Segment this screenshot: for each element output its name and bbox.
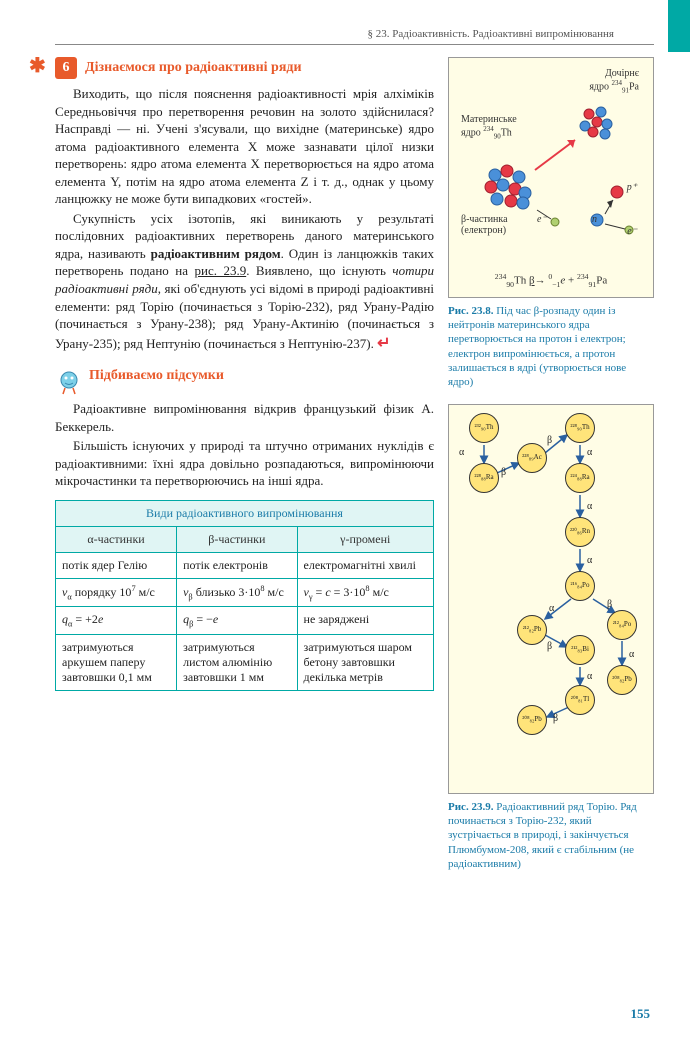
page-number: 155: [631, 1006, 651, 1022]
figure-238: Дочірнєядро 23491Pa Материнськеядро 2349…: [448, 57, 654, 298]
section-header: ✱ 6 Дізнаємося про радіоактивні ряди: [55, 57, 434, 79]
table-header: α-частинки: [56, 526, 177, 552]
table-header: γ-промені: [297, 526, 433, 552]
table-cell: не заряджені: [297, 607, 433, 634]
table-cell: затримуються шаром бетону завтовшки декі…: [297, 634, 433, 690]
chain-node: ²⁰⁸₈₂Pb: [517, 705, 547, 735]
table-cell: vγ = c = 3·108 м/с: [297, 578, 433, 606]
summary-header: Підбиваємо підсумки: [55, 368, 434, 396]
paragraph: Сукупність усіх ізотопів, які виникають …: [55, 210, 434, 354]
chain-node: ²⁰⁸₈₁Tl: [565, 685, 595, 715]
table-cell: електромагнітні хвилі: [297, 552, 433, 578]
table-cell: vβ близько 3·108 м/с: [177, 578, 297, 606]
section-number: 6: [55, 57, 77, 79]
table-cell: qα = +2e: [56, 607, 177, 634]
section-body: Виходить, що після пояснення радіоактивн…: [55, 85, 434, 354]
page-header: § 23. Радіоактивність. Радіоактивні випр…: [55, 0, 654, 45]
chain-node: ²¹⁶₈₄Po: [565, 571, 595, 601]
n-label: n: [592, 214, 597, 225]
table-cell: потік ядер Гелію: [56, 552, 177, 578]
chain-node: ²²⁸₉₀Th: [565, 413, 595, 443]
summary-body: Радіоактивне випромінювання відкрив фран…: [55, 400, 434, 490]
p-label: p⁺: [627, 182, 637, 193]
chain-node: ²³²₉₀Th: [469, 413, 499, 443]
chain-node: ²²⁴₈₈Ra: [565, 463, 595, 493]
table-cell: затримуються аркушем паперу завтовшки 0,…: [56, 634, 177, 690]
paragraph: Виходить, що після пояснення радіоактивн…: [55, 85, 434, 208]
return-arrow-icon: ↵: [377, 335, 390, 352]
paragraph: Більшість існуючих у природі та штучно о…: [55, 437, 434, 490]
chain-node: ²²⁸₈₉Ac: [517, 443, 547, 473]
beta-label: β-частинка(електрон): [461, 214, 508, 236]
table-title: Види радіоактивного випромінювання: [56, 500, 434, 526]
chain-node: ²¹²₈₄Po: [607, 610, 637, 640]
daughter-label: Дочірнєядро 23491Pa: [589, 68, 639, 94]
table-cell: qβ = −e: [177, 607, 297, 634]
paragraph: Радіоактивне випромінювання відкрив фран…: [55, 400, 434, 435]
figure-239-caption: Рис. 23.9. Радіоактивний ряд Торію. Ряд …: [448, 800, 654, 871]
table-cell: потік електронів: [177, 552, 297, 578]
chain-node: ²²⁸₈₈Ra: [469, 463, 499, 493]
chain-node: ²¹²₈₂Pb: [517, 615, 547, 645]
figure-238-caption: Рис. 23.8. Під час β-розпаду один із ней…: [448, 304, 654, 390]
table-cell: затримуються листом алюмінію завтовшки 1…: [177, 634, 297, 690]
e-label: e⁻: [537, 214, 547, 225]
radiation-table: Види радіоактивного випромінювання α-час…: [55, 500, 434, 691]
chain-node: ²¹²₈₃Bi: [565, 635, 595, 665]
e2-label: e⁻: [627, 226, 637, 237]
summary-mascot-icon: [55, 368, 83, 396]
asterisk-icon: ✱: [29, 53, 46, 78]
table-header: β-частинки: [177, 526, 297, 552]
summary-title: Підбиваємо підсумки: [89, 368, 224, 384]
decay-equation: 23490Th β→ 0−1e + 23491Pa: [457, 272, 645, 289]
figure-239: α β β α α α α β β α α β ²³²₉₀Th²²⁸₈₈Ra²²…: [448, 404, 654, 794]
table-cell: vα порядку 107 м/с: [56, 578, 177, 606]
chain-node: ²⁰⁸₈₂Pb: [607, 665, 637, 695]
section-title: Дізнаємося про радіоактивні ряди: [85, 60, 302, 76]
chain-node: ²²⁰₈₆Rn: [565, 517, 595, 547]
